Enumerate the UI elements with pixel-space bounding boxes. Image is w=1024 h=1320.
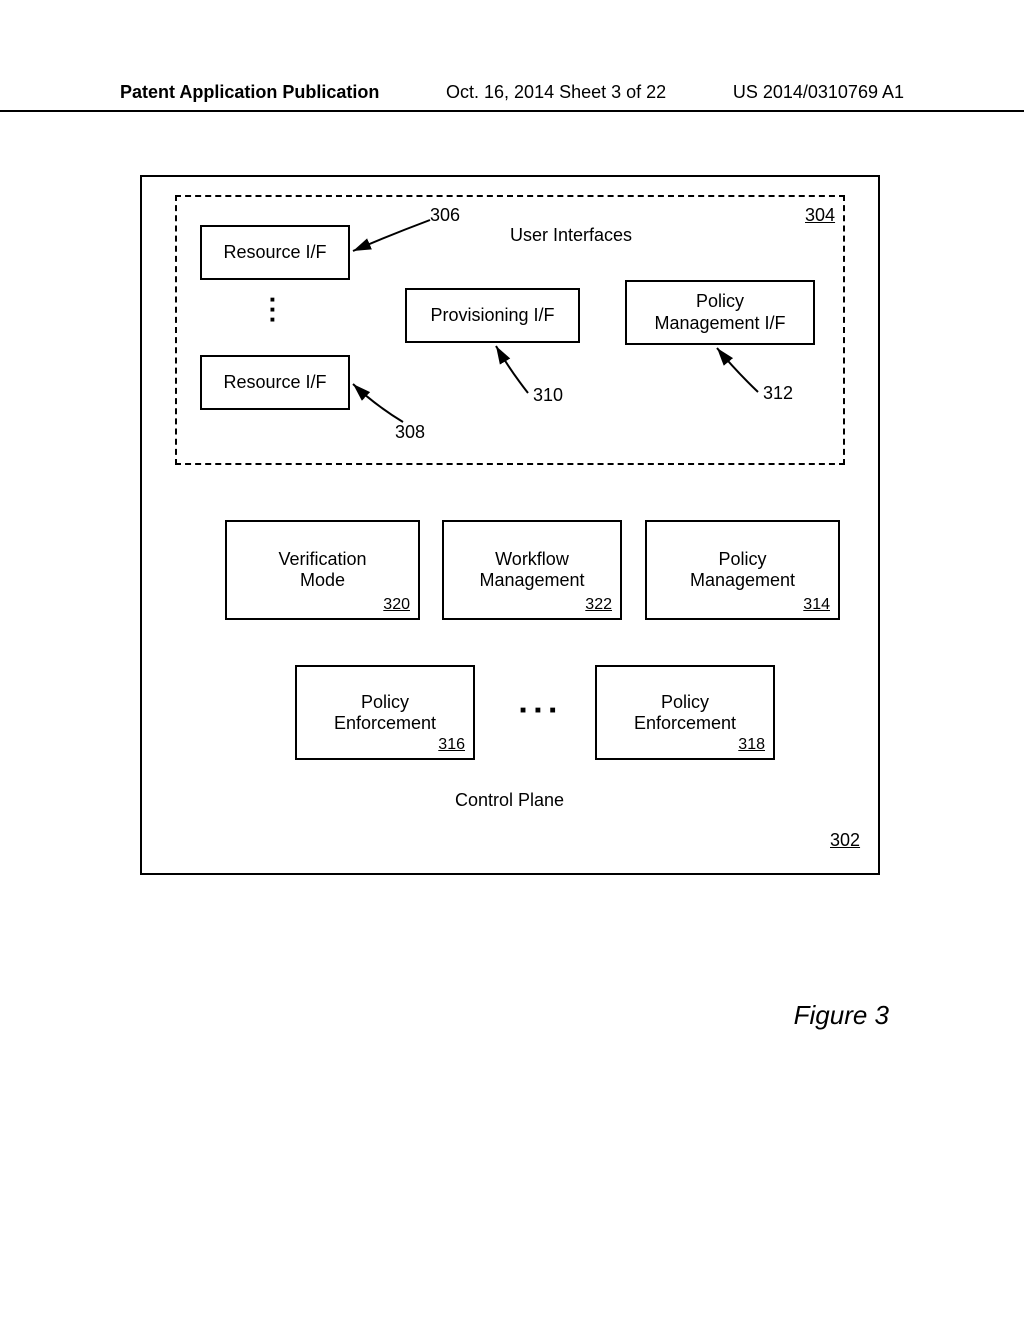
policy-enf-box-2: PolicyEnforcement 318 xyxy=(595,665,775,760)
ref-306: 306 xyxy=(430,205,460,226)
leader-arrows xyxy=(140,175,880,475)
header-mid: Oct. 16, 2014 Sheet 3 of 22 xyxy=(446,82,666,103)
ref-320: 320 xyxy=(383,596,410,614)
ref-314: 314 xyxy=(803,596,830,614)
verification-mode-label: VerificationMode xyxy=(278,549,366,591)
workflow-mgmt-label: WorkflowManagement xyxy=(479,549,584,591)
control-plane-label: Control Plane xyxy=(455,790,564,811)
ref-310: 310 xyxy=(533,385,563,406)
diagram-container: 304 User Interfaces Resource I/F ■■■ Res… xyxy=(140,175,880,875)
ref-322: 322 xyxy=(585,596,612,614)
policy-mgmt-box: PolicyManagement 314 xyxy=(645,520,840,620)
verification-mode-box: VerificationMode 320 xyxy=(225,520,420,620)
policy-mgmt-label: PolicyManagement xyxy=(690,549,795,591)
header-left: Patent Application Publication xyxy=(120,82,379,103)
header-divider xyxy=(0,110,1024,112)
figure-caption: Figure 3 xyxy=(794,1000,889,1031)
workflow-mgmt-box: WorkflowManagement 322 xyxy=(442,520,622,620)
policy-enf-1-label: PolicyEnforcement xyxy=(334,692,436,734)
page-header: Patent Application Publication Oct. 16, … xyxy=(0,82,1024,103)
ref-302: 302 xyxy=(830,830,860,851)
ref-318: 318 xyxy=(738,736,765,754)
ref-316: 316 xyxy=(438,736,465,754)
header-right: US 2014/0310769 A1 xyxy=(733,82,904,103)
policy-enf-2-label: PolicyEnforcement xyxy=(634,692,736,734)
horizontal-ellipsis-icon: ■ ■ ■ xyxy=(520,705,559,716)
policy-enf-box-1: PolicyEnforcement 316 xyxy=(295,665,475,760)
ref-308: 308 xyxy=(395,422,425,443)
ref-312: 312 xyxy=(763,383,793,404)
